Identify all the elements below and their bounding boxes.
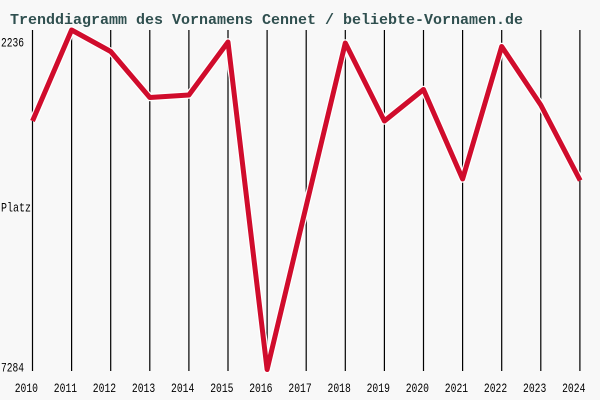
svg-text:2018: 2018: [328, 382, 351, 396]
svg-text:2023: 2023: [523, 382, 546, 396]
svg-text:2010: 2010: [15, 382, 38, 396]
svg-text:2020: 2020: [406, 382, 429, 396]
svg-text:7284: 7284: [1, 361, 24, 375]
svg-text:2016: 2016: [249, 382, 272, 396]
svg-text:2015: 2015: [210, 382, 233, 396]
svg-text:2022: 2022: [484, 382, 507, 396]
svg-text:2012: 2012: [93, 382, 116, 396]
svg-text:2011: 2011: [54, 382, 77, 396]
svg-text:2021: 2021: [445, 382, 468, 396]
svg-text:2014: 2014: [171, 382, 194, 396]
svg-text:Trenddiagramm des Vornamens Ce: Trenddiagramm des Vornamens Cennet / bel…: [10, 12, 523, 29]
svg-text:Platz: Platz: [1, 201, 31, 215]
svg-text:2236: 2236: [1, 37, 24, 51]
svg-text:2024: 2024: [562, 382, 585, 396]
svg-text:2017: 2017: [288, 382, 311, 396]
svg-text:2013: 2013: [132, 382, 155, 396]
svg-text:2019: 2019: [367, 382, 390, 396]
